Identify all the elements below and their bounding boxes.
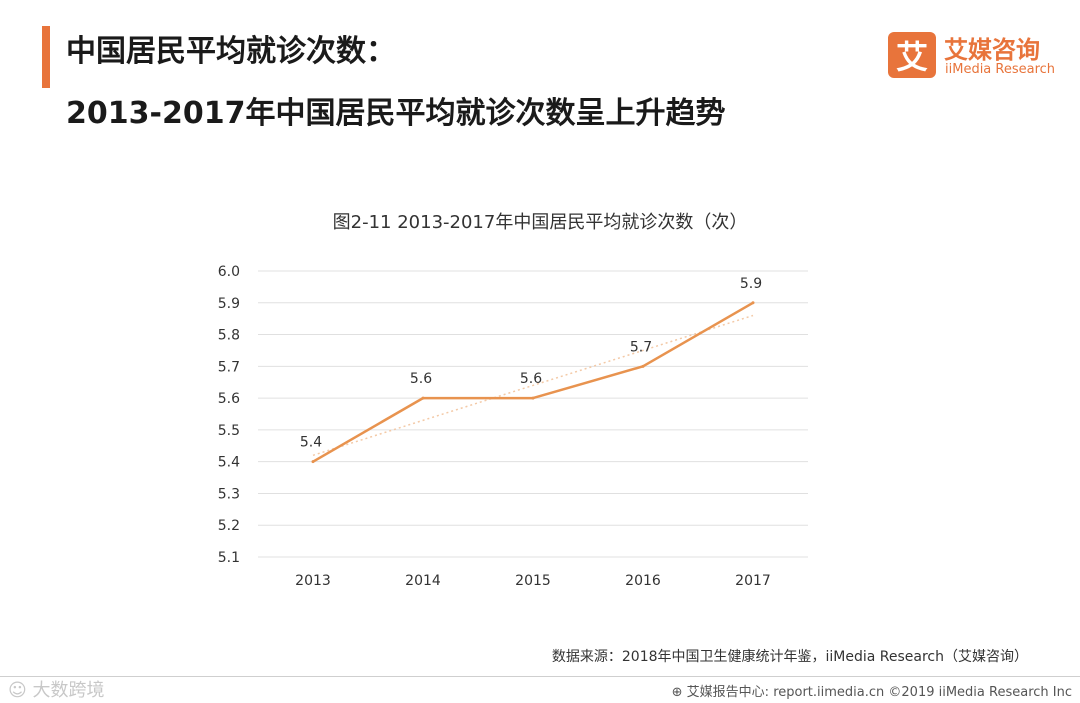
data-label: 5.9: [740, 276, 762, 292]
y-tick-label: 5.8: [218, 328, 240, 344]
trendline: [312, 314, 754, 457]
y-tick-label: 5.6: [218, 391, 240, 407]
footer-copyright: ⊕ 艾媒报告中心: report.iimedia.cn ©2019 iiMedi…: [671, 685, 1072, 700]
y-tick-label: 5.7: [218, 359, 240, 375]
data-point: [641, 364, 645, 368]
data-point: [421, 396, 425, 400]
y-tick-label: 6.0: [218, 264, 240, 280]
data-source-note: 数据来源：2018年中国卫生健康统计年鉴，iiMedia Research（艾媒…: [551, 649, 1028, 665]
data-point: [751, 301, 755, 305]
footer-divider: [0, 676, 1080, 677]
data-label: 5.7: [630, 339, 652, 355]
logo-name-cn: 艾媒咨询: [944, 36, 1040, 64]
page-title: 中国居民平均就诊次数：: [66, 34, 396, 69]
x-tick-label: 2017: [735, 573, 771, 589]
y-tick-label: 5.4: [218, 455, 240, 471]
logo-name-en: iiMedia Research: [945, 62, 1056, 77]
y-tick-label: 5.9: [218, 296, 240, 312]
data-point: [311, 460, 315, 464]
brand-logo: 艾 艾媒咨询 iiMedia Research: [888, 32, 1058, 78]
data-point: [531, 396, 535, 400]
y-tick-label: 5.5: [218, 423, 240, 439]
x-tick-label: 2015: [515, 573, 551, 589]
y-tick-label: 5.1: [218, 550, 240, 566]
title-accent-bar: [42, 26, 50, 88]
x-tick-label: 2013: [295, 573, 331, 589]
y-tick-label: 5.2: [218, 518, 240, 534]
x-tick-label: 2014: [405, 573, 441, 589]
chart-title: 图2-11 2013-2017年中国居民平均就诊次数（次）: [332, 212, 748, 233]
logo-mark: 艾: [888, 32, 936, 78]
data-label: 5.6: [410, 371, 432, 387]
page-subtitle: 2013-2017年中国居民平均就诊次数呈上升趋势: [66, 96, 726, 131]
y-tick-label: 5.3: [218, 486, 240, 502]
watermark-text: ☺ 大数跨境: [8, 680, 105, 701]
x-tick-label: 2016: [625, 573, 661, 589]
data-label: 5.6: [520, 371, 542, 387]
data-label: 5.4: [300, 435, 322, 451]
